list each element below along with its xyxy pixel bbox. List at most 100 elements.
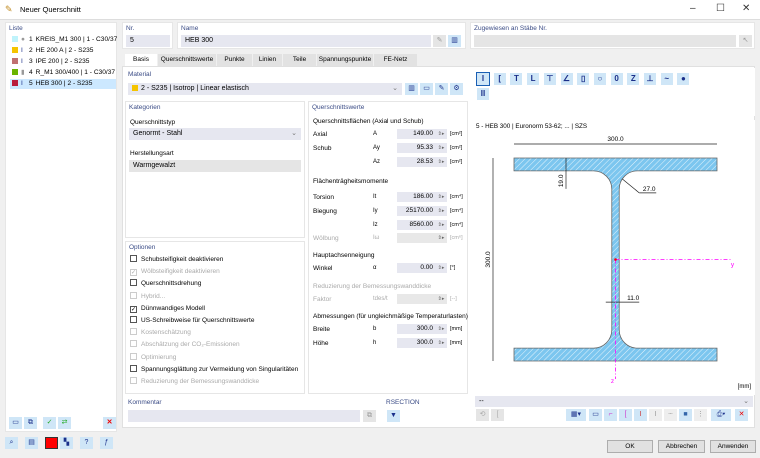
property-value[interactable]: 95.33	[397, 143, 435, 153]
delete-icon[interactable]: ✕	[103, 417, 116, 429]
check-toggle-icon[interactable]: ⇄	[58, 417, 71, 429]
material-library-icon[interactable]: ▥	[405, 83, 418, 95]
z-section-icon[interactable]: Z	[627, 73, 640, 85]
property-value[interactable]: 149.00	[397, 129, 435, 139]
spinner-icon[interactable]: ⇕▸	[435, 206, 447, 216]
zoom-reset-icon[interactable]: ✕	[735, 409, 748, 421]
copy-section-icon[interactable]: ⧉	[24, 417, 37, 429]
list-item[interactable]: I 5 HEB 300 | 2 - S235	[10, 79, 116, 89]
option-checkbox[interactable]: Schubsteifigkeit deaktivieren	[130, 254, 223, 266]
option-checkbox[interactable]: Kostenschätzung	[130, 327, 191, 339]
minimize-button[interactable]: –	[690, 3, 696, 14]
option-checkbox[interactable]: Hybrid...	[130, 291, 165, 303]
cancel-button[interactable]: Abbrechen	[658, 440, 705, 453]
option-checkbox[interactable]: ✓ Dünnwandiges Modell	[130, 303, 205, 315]
view-options-icon[interactable]: ▦▾	[566, 409, 586, 421]
list-item[interactable]: I 2 HE 200 A | 2 - S235	[10, 46, 116, 56]
rsection-icon[interactable]: ▼	[387, 410, 400, 422]
assigned-field[interactable]	[474, 35, 736, 47]
mirror-icon[interactable]: [	[491, 409, 504, 421]
name-field[interactable]: HEB 300	[181, 35, 431, 47]
option-checkbox[interactable]: Reduzierung der Bemessungswanddicke	[130, 376, 259, 388]
points-icon[interactable]: [	[619, 409, 632, 421]
frame-icon[interactable]: ▭	[589, 409, 602, 421]
stress-points-icon[interactable]: ⋮	[694, 409, 707, 421]
property-value[interactable]: 8560.00	[397, 220, 435, 230]
tab-fe-netz[interactable]: FE-Netz	[374, 54, 417, 66]
wave-icon[interactable]: ~	[660, 73, 673, 85]
property-value[interactable]	[397, 233, 435, 243]
option-checkbox[interactable]: US-Schreibweise für Querschnittswerte	[130, 315, 254, 327]
spinner-icon[interactable]: ⇕▸	[435, 263, 447, 273]
option-checkbox[interactable]: Abschätzung der CO₂-Emissionen	[130, 339, 240, 351]
tab-teile[interactable]: Teile	[283, 54, 316, 66]
dimensions-icon[interactable]: I	[634, 409, 647, 421]
tab-spannungspunkte[interactable]: Spannungspunkte	[317, 54, 373, 66]
new-section-icon[interactable]: ▭	[9, 417, 22, 429]
ok-button[interactable]: OK	[607, 440, 653, 453]
list-item[interactable]: ● 1 KREIS_M1 300 | 1 - C30/37	[10, 35, 117, 45]
option-checkbox[interactable]: ✓ Wölbsteifigkeit deaktivieren	[130, 266, 220, 278]
bulb-icon[interactable]: ●	[677, 73, 690, 85]
spinner-icon[interactable]: ⇕▸	[435, 143, 447, 153]
script-icon[interactable]: ƒ	[100, 437, 113, 449]
library-icon[interactable]: ▥	[448, 35, 461, 47]
preview-select[interactable]: -- ⌄	[475, 396, 753, 407]
oval-icon[interactable]: 0	[610, 73, 623, 85]
spinner-icon[interactable]: ⇕▸	[435, 233, 447, 243]
box-icon[interactable]: ▯	[577, 73, 590, 85]
angle-icon[interactable]: L	[527, 73, 540, 85]
material-info-icon[interactable]: ⚙	[450, 83, 463, 95]
double-i-icon[interactable]: II	[477, 88, 489, 100]
tab-basis[interactable]: Basis	[125, 54, 157, 66]
comment-field[interactable]	[128, 410, 360, 422]
property-value[interactable]: 300.0	[397, 324, 435, 334]
list-item[interactable]: I 3 IPE 200 | 2 - S235	[10, 57, 116, 67]
outline-icon[interactable]: I	[649, 409, 662, 421]
unequal-angle-icon[interactable]: ∠	[560, 73, 573, 85]
property-value[interactable]: 300.0	[397, 338, 435, 348]
tee-icon[interactable]: ⊤	[543, 73, 556, 85]
new-material-icon[interactable]: ▭	[420, 83, 433, 95]
property-value[interactable]: 0.00	[397, 263, 435, 273]
option-checkbox[interactable]: Spannungsglättung zur Vermeidung von Sin…	[130, 364, 298, 376]
check-all-icon[interactable]: ✓	[43, 417, 56, 429]
rail-icon[interactable]: ⊥	[644, 73, 656, 85]
print-icon[interactable]: ⎙▾	[711, 409, 731, 421]
select-members-icon[interactable]: ↖	[739, 35, 752, 47]
material-select[interactable]: 2 - S235 | Isotrop | Linear elastisch ⌄	[128, 83, 402, 95]
spinner-icon[interactable]: ⇕▸	[435, 192, 447, 202]
comment-copy-icon[interactable]: ⧉	[363, 410, 376, 422]
option-checkbox[interactable]: Querschnittsdrehung	[130, 278, 201, 290]
option-checkbox[interactable]: Optimierung	[130, 352, 176, 364]
centerline-icon[interactable]: ┄	[664, 409, 677, 421]
axes-icon[interactable]: ⌐	[604, 409, 617, 421]
edit-material-icon[interactable]: ✎	[435, 83, 448, 95]
tube-icon[interactable]: ○	[593, 73, 606, 85]
spinner-icon[interactable]: ⇕▸	[435, 220, 447, 230]
maximize-button[interactable]: ☐	[716, 3, 725, 14]
spinner-icon[interactable]: ⇕▸	[435, 157, 447, 167]
search-icon[interactable]: ⌕	[5, 437, 18, 449]
tab-linien[interactable]: Linien	[253, 54, 282, 66]
number-field[interactable]: 5	[126, 35, 170, 47]
hatch-icon[interactable]: ■	[679, 409, 692, 421]
edit-name-icon[interactable]: ✎	[433, 35, 446, 47]
spinner-icon[interactable]: ⇕▸	[435, 338, 447, 348]
help-icon[interactable]: ?	[80, 437, 93, 449]
units-icon[interactable]: ▤	[25, 437, 38, 449]
tab-querschnittswerte[interactable]: Querschnittswerte	[158, 54, 216, 66]
spinner-icon[interactable]: ⇕▸	[435, 129, 447, 139]
property-value[interactable]: 25170.00	[397, 206, 435, 216]
color-icon[interactable]	[45, 437, 58, 449]
property-value[interactable]: 186.00	[397, 192, 435, 202]
spinner-icon[interactable]: ⇕▸	[435, 294, 447, 304]
i-section-icon[interactable]: I	[476, 72, 490, 86]
property-value[interactable]: 28.53	[397, 157, 435, 167]
rotate-icon[interactable]: ⟲	[476, 409, 489, 421]
section-type-select[interactable]: Genormt - Stahl ⌄	[129, 128, 301, 140]
apply-button[interactable]: Anwenden	[710, 440, 756, 453]
tab-punkte[interactable]: Punkte	[217, 54, 252, 66]
channel-icon[interactable]: [	[493, 73, 506, 85]
display-icon[interactable]: ▚	[60, 437, 73, 449]
